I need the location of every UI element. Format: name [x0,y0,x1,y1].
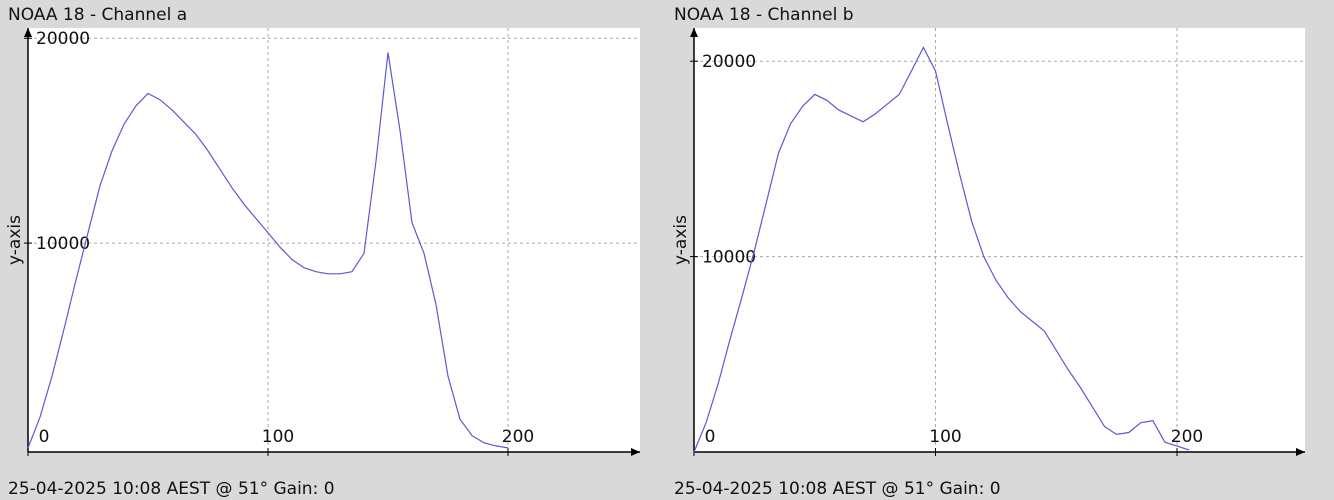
x-tick-label: 0 [705,427,716,447]
x-tick-label: 200 [502,427,534,447]
y-tick-label: 10000 [36,234,90,254]
plot-area [694,28,1305,452]
axis-arrow [631,448,640,456]
x-tick-label: 100 [262,427,294,447]
chart-title: NOAA 18 - Channel a [8,5,187,25]
data-line [27,52,509,449]
x-tick-label: 0 [39,427,50,447]
y-tick-label: 10000 [702,248,756,268]
data-line [693,46,1190,453]
x-tick-label: 200 [1171,427,1203,447]
chart-title: NOAA 18 - Channel b [674,5,854,25]
y-axis-label: y-axis [5,215,25,265]
footer: 25-04-2025 10:08 AEST @ 51° Gain: 0 [8,479,335,499]
axis-arrow [24,28,32,37]
plot-area [28,28,640,452]
axis-arrow [690,28,698,37]
y-axis-label: y-axis [671,215,691,265]
axis-arrow [1296,448,1305,456]
footer: 25-04-2025 10:08 AEST @ 51° Gain: 0 [674,479,1001,499]
y-tick-label: 20000 [702,52,756,72]
x-tick-label: 100 [929,427,961,447]
y-tick-label: 20000 [36,29,90,49]
